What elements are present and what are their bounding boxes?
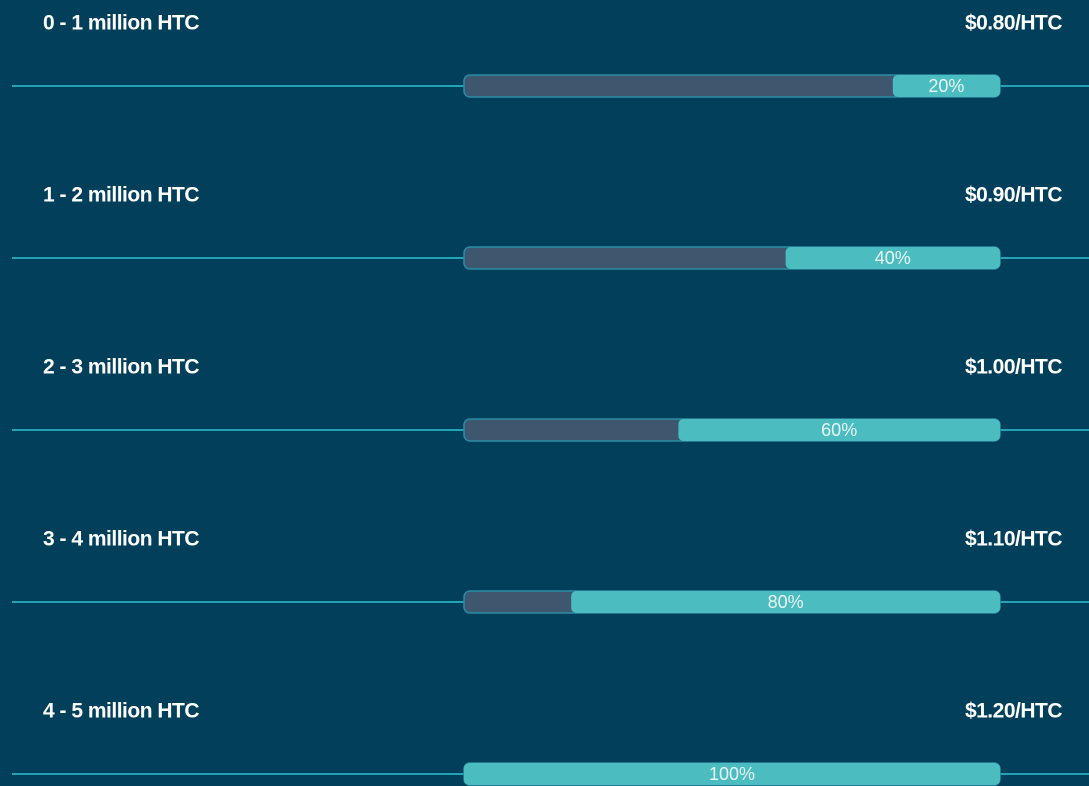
progress-fill [571,591,1000,613]
tier-range: 3 - 4 million HTC [43,528,199,551]
tier-price: $1.10/HTC [965,528,1062,551]
tier-price: $1.00/HTC [965,356,1062,379]
progress-fill [464,763,1000,785]
progress-label: 80% [768,592,804,612]
progress-fill [785,247,1000,269]
tier-price: $0.80/HTC [965,12,1062,35]
tier-price: $0.90/HTC [965,184,1062,207]
tier-range: 4 - 5 million HTC [43,700,199,723]
progress-fill [892,75,1000,97]
progress-label: 100% [709,764,755,784]
progress-label: 60% [821,420,857,440]
tier-range: 1 - 2 million HTC [43,184,199,207]
progress-label: 20% [928,76,964,96]
progress-label: 40% [875,248,911,268]
progress-fill [678,419,1000,441]
tier-range: 2 - 3 million HTC [43,356,199,379]
tier-price: $1.20/HTC [965,700,1062,723]
tier-range: 0 - 1 million HTC [43,12,199,35]
